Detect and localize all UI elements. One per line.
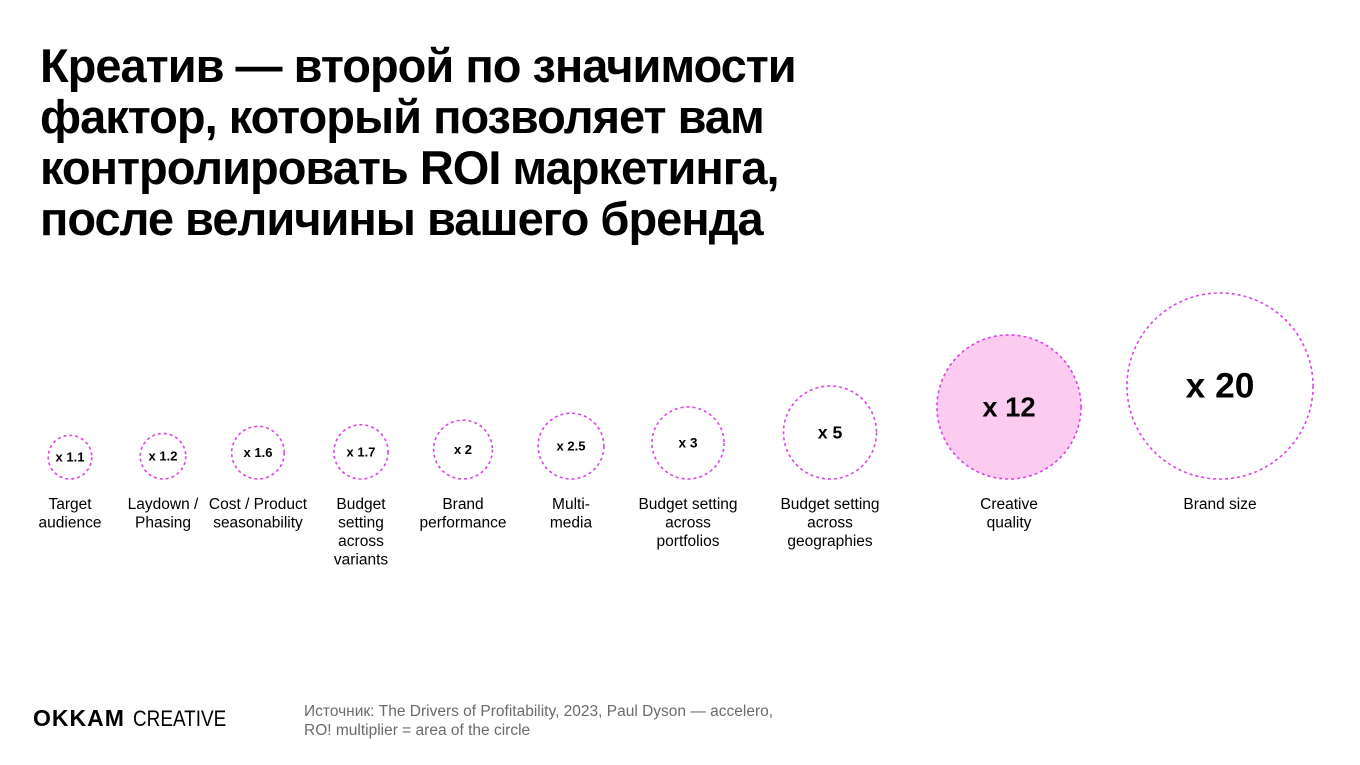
bubble-group: x 1.6 Cost / Product seasonability: [209, 425, 308, 532]
bubble-circle: [432, 419, 494, 480]
category-label: Phasing: [135, 515, 191, 532]
category-label: portfolios: [657, 533, 720, 550]
bubble-circle: [936, 334, 1082, 480]
category-label: geographies: [787, 533, 873, 550]
okkam-creative-logo: OKKAM CREATIVE: [33, 705, 241, 732]
bubble-group: x 2.5 Multi-media: [537, 412, 605, 532]
bubble-value-label: x 2.5: [557, 439, 586, 454]
category-label: Laydown /: [128, 496, 199, 513]
bubble-value-label: x 20: [1186, 366, 1255, 405]
bubble-value-label: x 1.7: [347, 444, 376, 459]
bubble-value-label: x 12: [982, 391, 1035, 422]
bubble-value-label: x 1.2: [149, 449, 178, 464]
category-label: Brand: [442, 496, 483, 513]
category-label: Multi-: [552, 496, 590, 513]
bubble-group: x 12 Creative quality: [936, 334, 1082, 532]
category-label: Creative: [980, 496, 1038, 513]
category-label: performance: [419, 515, 506, 532]
logo-creative-text: CREATIVE: [132, 706, 227, 731]
category-label: across: [338, 533, 384, 550]
bubble-group: x 1.2 Laydown / Phasing: [128, 432, 199, 532]
category-label: quality: [987, 515, 1032, 532]
category-label: setting: [338, 515, 384, 532]
category-label: Budget setting: [638, 496, 737, 513]
category-label: Budget: [336, 496, 386, 513]
category-label: media: [550, 515, 593, 532]
bubble-circle: [782, 385, 878, 480]
bubble-group: x 1.1 Target audience: [39, 434, 102, 532]
bubble-group: x 2 Brand performance: [419, 419, 507, 532]
bubble-circle: [333, 423, 389, 480]
bubble-group: x 20 Brand size: [1126, 292, 1314, 513]
category-label: across: [807, 515, 853, 532]
logo-okkam-text: OKKAM: [33, 705, 125, 731]
category-label: across: [665, 515, 711, 532]
title-line: после величины вашего бренда: [40, 192, 764, 245]
category-label: seasonability: [213, 515, 303, 532]
source-note: Источник: The Drivers of Profitability, …: [304, 702, 773, 740]
bubble-value-label: x 2: [454, 442, 472, 457]
category-label: Target: [48, 496, 92, 513]
bubble-value-label: x 1.6: [244, 445, 273, 460]
bubble-value-label: x 3: [678, 435, 697, 450]
category-label: variants: [334, 552, 389, 569]
bubble-value-label: x 1.1: [56, 450, 85, 465]
bubble-circle: [230, 425, 286, 480]
source-line: Источник: The Drivers of Profitability, …: [304, 703, 774, 720]
bubble-circle: [1126, 292, 1314, 480]
bubble-circle: [47, 434, 93, 480]
category-label: audience: [39, 515, 102, 532]
title-line: фактор, который позволяет вам: [40, 90, 765, 143]
bubble-chart: x 1.1 Target audience x 1.2 Laydown / Phasing…: [39, 292, 1314, 569]
category-label: Budget setting: [780, 496, 879, 513]
page-title: Креатив — второй по значимости фактор, к…: [40, 40, 900, 244]
source-line: RO! multiplier = area of the circle: [304, 722, 531, 739]
category-label: Cost / Product: [209, 496, 308, 513]
title-line: Креатив — второй по значимости: [40, 39, 797, 92]
title-line: контролировать ROI маркетинга,: [40, 141, 780, 194]
bubble-value-label: x 5: [818, 422, 843, 442]
bubble-circle: [537, 412, 605, 480]
category-label: Brand size: [1183, 496, 1256, 513]
